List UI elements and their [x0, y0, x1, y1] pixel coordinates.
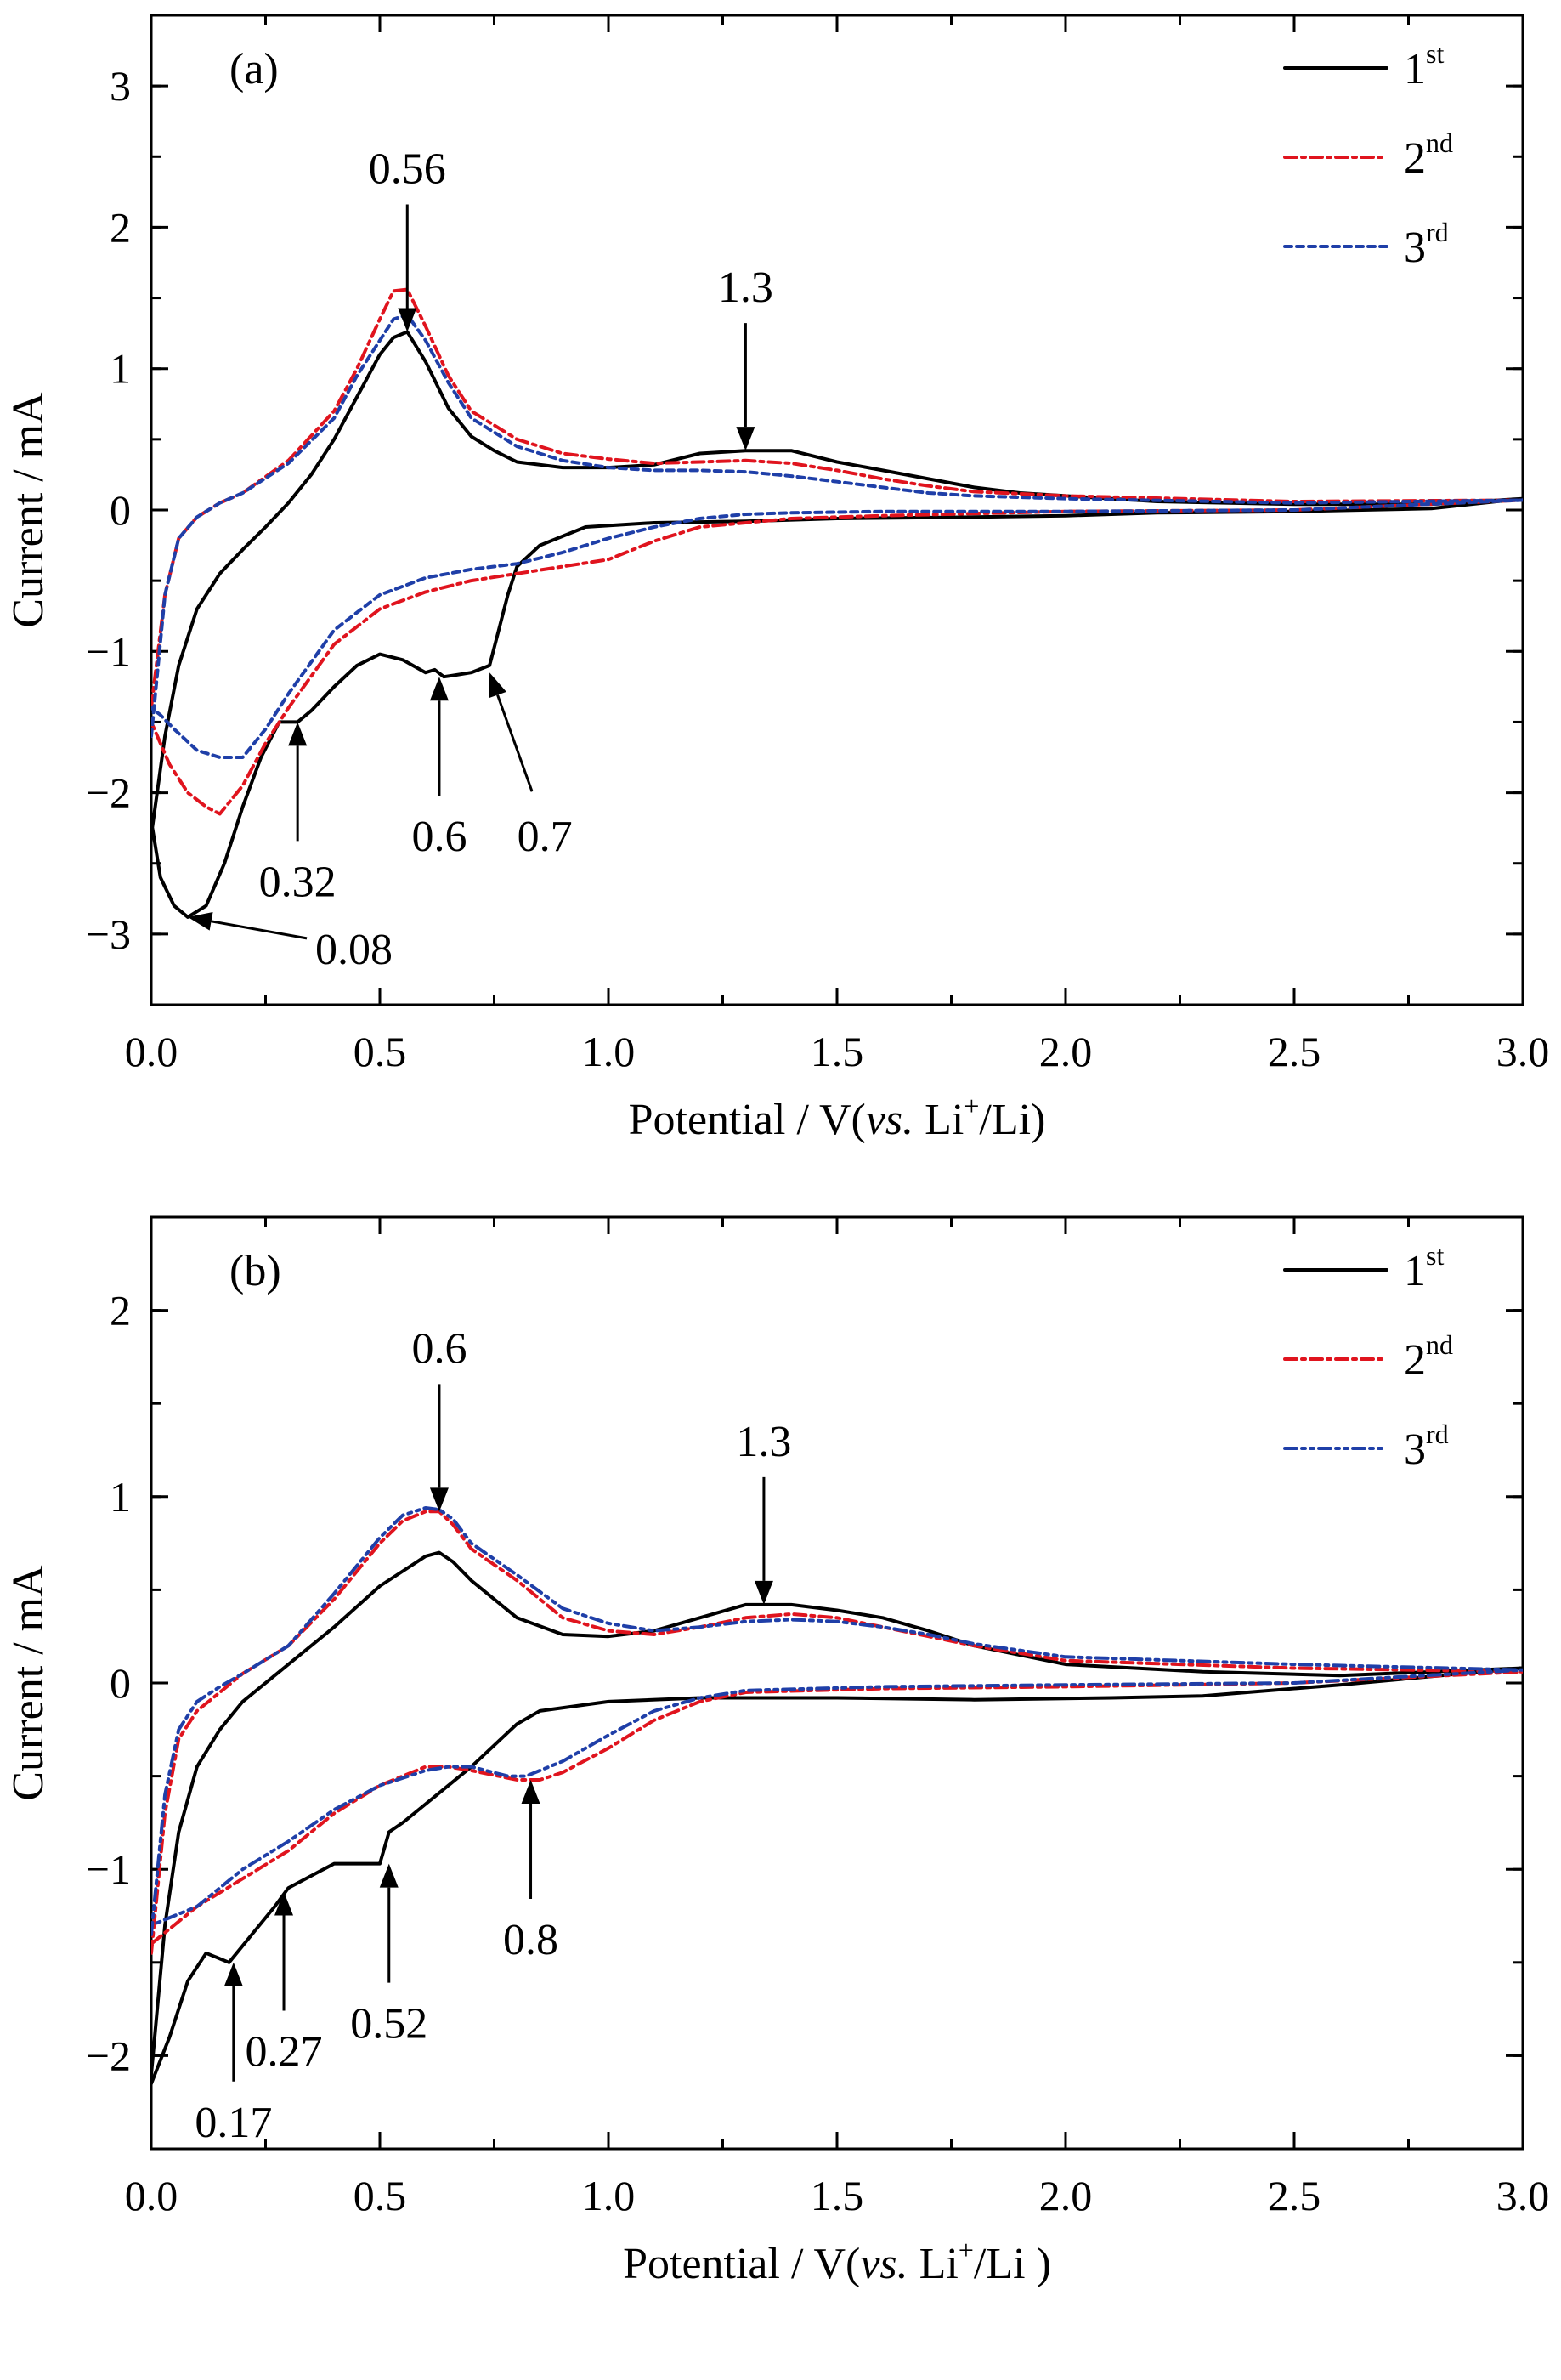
y-tick-label: −2: [86, 2032, 131, 2079]
annotation-label: 0.52: [350, 2000, 427, 2048]
legend-label-1st: 1st: [1404, 1240, 1444, 1295]
series-line-3rd: [151, 313, 1523, 759]
annotation-arrow-head: [274, 1891, 294, 1916]
x-tick-label: 2.5: [1268, 2172, 1321, 2219]
series-line-1st: [151, 330, 1523, 919]
x-axis-title-part-pre: Potential / V(: [629, 1096, 866, 1144]
legend-label-sup: nd: [1426, 1329, 1453, 1360]
annotation-label: 0.17: [195, 2099, 272, 2147]
y-tick-label: 3: [110, 62, 131, 110]
y-tick-label: 0: [110, 486, 131, 534]
annotation-label: 0.56: [369, 144, 446, 193]
x-tick-label: 3.0: [1496, 2172, 1550, 2219]
panel-a: 0.0 0.5 1.0 1.5 2.0 2.5 3.0 −3 −2 −1 0 1 2 3 Potential…: [4, 14, 1550, 1144]
x-tick-label: 2.0: [1039, 1028, 1093, 1075]
annotation-arrow-shaft: [211, 920, 308, 940]
y-axis-title: Current / mA: [4, 1565, 53, 1801]
y-tick-label: −3: [86, 910, 131, 958]
legend-label-main: 3: [1404, 1425, 1426, 1474]
legend-label-2nd: 2nd: [1404, 128, 1453, 183]
legend-label-2nd: 2nd: [1404, 1329, 1453, 1385]
annotation-label: 0.7: [518, 813, 573, 861]
x-axis-title-part-post: /Li): [979, 1096, 1045, 1144]
x-axis-title-part-sup: +: [964, 1091, 979, 1121]
annotation-arrow-head: [489, 672, 506, 699]
y-tick-label: 1: [110, 1473, 131, 1521]
x-axis-title-part-italic: vs.: [866, 1096, 913, 1144]
legend-label-sup: st: [1426, 1240, 1444, 1271]
x-tick-label: 2.0: [1039, 2172, 1093, 2219]
legend-label-sup: st: [1426, 38, 1444, 69]
annotation-arrow-head: [188, 911, 213, 931]
annotation-arrow-head: [223, 1962, 243, 1986]
legend-label-1st: 1st: [1404, 38, 1444, 94]
annotation-label: 0.32: [259, 858, 337, 906]
annotation-arrow-head: [288, 722, 308, 746]
legend-label-main: 3: [1404, 224, 1426, 272]
panel-label: (a): [229, 45, 279, 94]
legend-label-sup: rd: [1426, 217, 1449, 247]
annotation-label: 1.3: [718, 264, 773, 312]
panel-label: (b): [229, 1247, 281, 1295]
y-tick-label: 0: [110, 1659, 131, 1707]
legend-label-main: 2: [1404, 1336, 1426, 1385]
series-line-3rd: [151, 1506, 1523, 1936]
x-axis-title-part-sup: +: [959, 2235, 974, 2265]
x-tick-label: 2.5: [1268, 1028, 1321, 1075]
annotation-arrow-head: [429, 1488, 449, 1512]
series-line-1st: [151, 1550, 1523, 2086]
annotation-label: 0.27: [246, 2028, 323, 2077]
x-tick-label: 0.0: [125, 2172, 178, 2219]
annotation-label: 1.3: [736, 1418, 791, 1466]
x-axis-title-part-mid: Li: [908, 2240, 959, 2288]
annotation-arrow-head: [398, 308, 417, 332]
annotation-label: 0.08: [315, 926, 393, 974]
annotation-arrow-head: [429, 677, 449, 701]
series-line-2nd: [151, 287, 1523, 816]
legend-label-3rd: 3rd: [1404, 1419, 1449, 1474]
x-axis-title-part-pre: Potential / V(: [623, 2240, 860, 2288]
series-line-2nd: [151, 1510, 1523, 1955]
x-tick-label: 1.5: [811, 2172, 864, 2219]
annotation-arrow-shaft: [496, 694, 534, 792]
legend-label-3rd: 3rd: [1404, 217, 1449, 272]
annotation-arrow-head: [754, 1580, 773, 1605]
x-axis-title-part-italic: vs.: [860, 2240, 908, 2288]
x-tick-label: 0.0: [125, 1028, 178, 1075]
y-tick-label: −1: [86, 627, 131, 675]
y-tick-label: 2: [110, 203, 131, 251]
x-tick-label: 1.0: [582, 2172, 636, 2219]
legend-label-sup: nd: [1426, 128, 1453, 158]
annotation-arrow-head: [379, 1863, 399, 1888]
legend-label-main: 1: [1404, 45, 1426, 94]
x-tick-label: 0.5: [353, 2172, 407, 2219]
y-axis-title: Current / mA: [4, 392, 53, 628]
x-tick-label: 3.0: [1496, 1028, 1550, 1075]
x-axis-title: Potential / V(vs. Li+/Li): [629, 1091, 1046, 1144]
y-tick-label: −2: [86, 769, 131, 817]
annotation-arrow-head: [736, 427, 755, 451]
x-tick-label: 0.5: [353, 1028, 407, 1075]
annotation-label: 0.6: [411, 1324, 467, 1373]
legend-label-main: 2: [1404, 134, 1426, 183]
annotation-label: 0.8: [503, 1916, 558, 1964]
y-tick-label: 1: [110, 345, 131, 393]
x-axis-title-part-post: /Li ): [974, 2240, 1051, 2288]
legend-label-main: 1: [1404, 1247, 1426, 1295]
annotation-arrow-head: [521, 1779, 540, 1804]
legend-label-sup: rd: [1426, 1419, 1449, 1449]
y-tick-label: −1: [86, 1845, 131, 1893]
x-tick-label: 1.0: [582, 1028, 636, 1075]
panel-b: 0.0 0.5 1.0 1.5 2.0 2.5 3.0 −2 −1 0 1 2 Potential / …: [4, 1216, 1550, 2288]
x-axis-title-part-mid: Li: [913, 1096, 964, 1144]
y-tick-label: 2: [110, 1287, 131, 1334]
annotation-label: 0.6: [411, 813, 467, 861]
x-axis-title: Potential / V(vs. Li+/Li ): [623, 2235, 1051, 2288]
x-tick-label: 1.5: [811, 1028, 864, 1075]
